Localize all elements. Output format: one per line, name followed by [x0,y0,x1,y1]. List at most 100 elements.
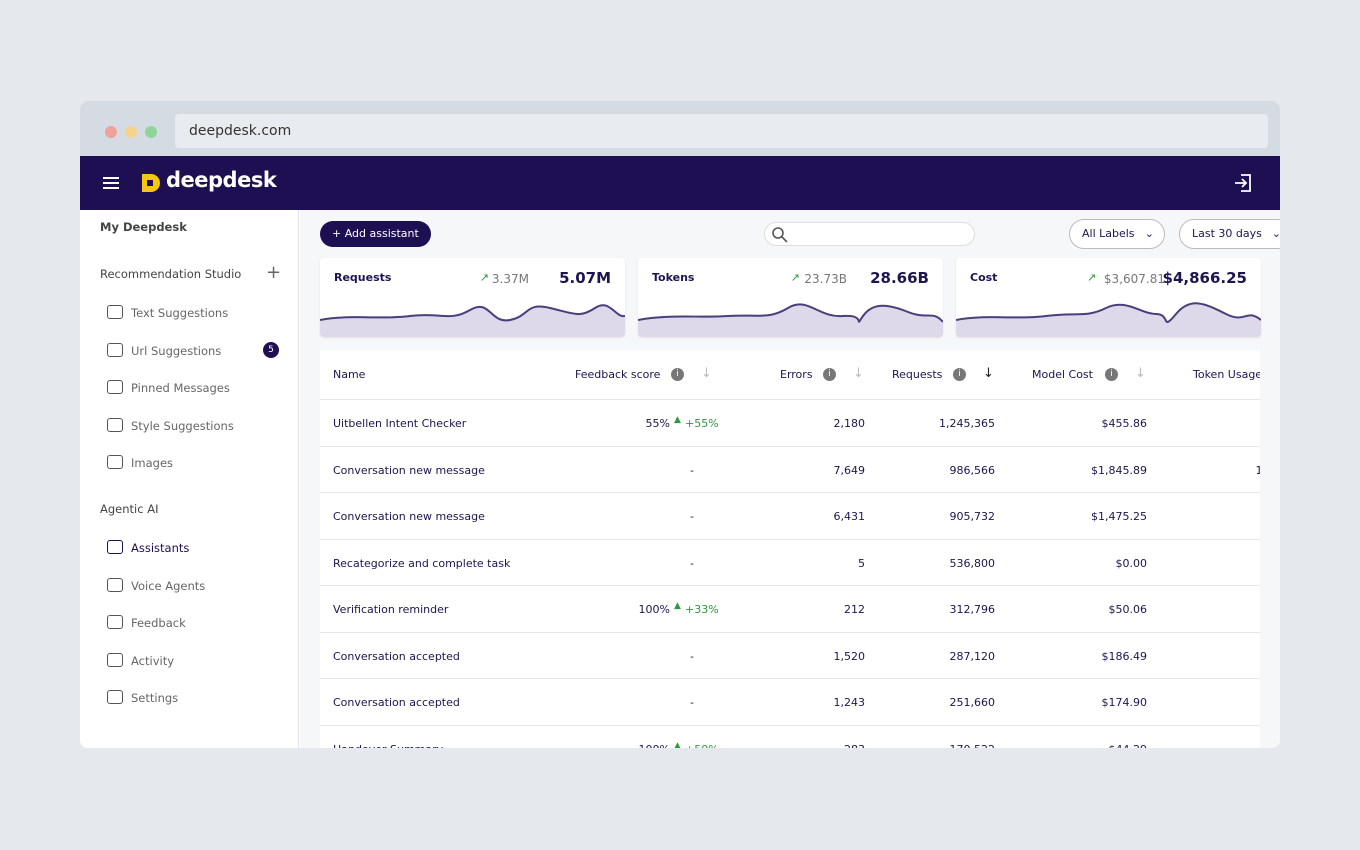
spark-line [956,302,1261,323]
sidebar-top[interactable]: My Deepdesk [100,220,187,234]
nav-item[interactable]: Feedback [131,616,186,631]
period: Last 30 days [1192,227,1262,240]
period-dropdown[interactable]: Last 30 days ⌄ [1179,219,1280,249]
close-dot[interactable] [105,126,117,138]
url-bar[interactable]: deepdesk.com [175,114,1268,148]
cell-value: 170,522 [950,743,996,749]
stat-card: Cost $3,607.81 ↗ $4,866.25 [956,258,1261,337]
trend-icon: ↗ [790,271,800,284]
nav-icon [107,690,123,705]
cell-feedback: 100% [638,603,670,616]
cell-value: 905,732 [949,510,996,523]
card-current: 28.66B [870,269,929,287]
column-header[interactable]: Feedback score [575,368,661,381]
sort-icon[interactable]: ↓ [1135,366,1146,381]
cell-name: Uitbellen Intent Checker [333,417,467,430]
card-current: $4,866.25 [1162,269,1247,287]
table-header: Name Feedback score Errors Requests Model Co… [320,350,1260,400]
sort-icon[interactable]: ↓ [853,366,864,381]
sparkline [638,303,943,337]
nav-item[interactable]: Images [131,456,174,471]
nav-item[interactable]: Settings [131,691,179,706]
card-previous: 3.37M [491,272,529,286]
cell-value: 1,245,365 [939,417,995,430]
nav-item[interactable]: Assistants [131,541,190,555]
sort-icon[interactable]: ↓ [701,366,712,381]
logout-icon[interactable] [1233,173,1253,193]
up-arrow: ▲ [674,740,681,749]
nav-icon [107,380,123,395]
nav-icon [107,455,123,470]
table-row[interactable]: Conversation accepted - 1,520 287,120 $186.4… [320,633,1260,679]
cell-value: 1,520 [833,649,866,663]
table-row[interactable]: Conversation new message - 6,431 905,732 $1,… [320,493,1260,540]
spark-line [638,303,943,323]
column-header[interactable]: Model Cost [1032,368,1093,381]
nav-icon [107,652,123,667]
cell-feedback-change: +33% [685,603,719,616]
cell-value: 986,566 [949,463,996,477]
table: Name Feedback score Errors Requests Model Co… [320,350,1260,748]
table-row[interactable]: Conversation accepted - 1,243 251,660 $174.9… [320,679,1260,726]
cell-value: 5 [858,556,865,570]
nav-icon [107,342,123,357]
cell-value: $1,845.89 [1091,463,1147,477]
spark-area [956,303,1261,337]
nav-item[interactable]: Style Suggestions [131,418,234,433]
info-icon: i [671,368,684,381]
sidebar: My Deepdesk + Recommendation Studio Text … [80,210,299,748]
max-dot[interactable] [145,126,157,138]
info-icon: i [823,368,836,381]
cell-name: Conversation accepted [333,649,460,663]
nav-item[interactable]: Activity [131,653,175,668]
cell-feedback: - [690,510,694,523]
up-arrow: ▲ [674,601,681,611]
cell-feedback: 55% [645,417,670,430]
content: + Add assistant All Labels ⌄ Last 30 days… [300,210,1280,748]
search-icon [772,227,788,243]
nav-item[interactable]: Url Suggestions [131,343,222,358]
search[interactable] [764,222,975,246]
stat-card: Tokens 23.73B ↗ 28.66B [638,258,943,337]
cell-feedback-change: +50% [685,743,719,749]
cell-name: Conversation new message [333,463,485,477]
cell-value: $44.29 [1109,743,1148,749]
card-previous: 23.73B [804,272,847,286]
add-icon[interactable]: + [266,262,282,283]
nav-icon [107,417,123,432]
cell-name: Conversation new message [333,510,485,523]
column-header[interactable]: Requests [892,368,943,381]
labels-dropdown[interactable]: All Labels ⌄ [1069,219,1165,249]
cell-value: $186.49 [1101,649,1148,663]
up-arrow: ▲ [674,415,681,425]
cell-feedback: - [690,649,694,663]
trend-icon: ↗ [1086,271,1097,284]
cell-value: 1,243 [833,696,866,709]
column-header[interactable]: Errors [780,368,813,381]
cell-name: Verification reminder [333,603,449,616]
table-row[interactable]: Uitbellen Intent Checker 55% ▲ +55% 2,180 1,2… [320,400,1260,447]
nav-icon [107,305,123,319]
sort-icon[interactable]: ↓ [983,366,994,381]
nav-item[interactable]: Voice Agents [131,578,206,593]
cell-value: 2,180 [833,417,866,430]
nav-item[interactable]: Pinned Messages [131,381,230,396]
menu-icon[interactable] [102,176,122,192]
nav-item[interactable]: Text Suggestions [131,306,229,320]
cell-feedback: - [690,463,694,477]
min-dot[interactable] [125,126,137,138]
add-assistant[interactable]: + Add assistant [320,221,431,247]
sparkline [320,304,625,337]
column-header[interactable]: Token Usage [1193,368,1260,381]
info-icon: i [1105,368,1118,381]
column-header[interactable]: Name [333,368,366,381]
section-title: Agentic AI [100,502,159,516]
table-row[interactable]: Verification reminder 100% ▲ +33% 212 312,796… [320,586,1260,633]
table-row[interactable]: Conversation new message - 7,649 986,566 $1,… [320,447,1260,493]
table-row[interactable]: Handover Summary 100% ▲ +50% 283 170,522 $44.2… [320,726,1260,749]
cell-name: Recategorize and complete task [333,556,511,570]
cell-value: 6,431 [833,510,866,523]
table-row[interactable]: Recategorize and complete task - 5 536,800 $… [320,540,1260,586]
nav-icon [107,577,123,592]
